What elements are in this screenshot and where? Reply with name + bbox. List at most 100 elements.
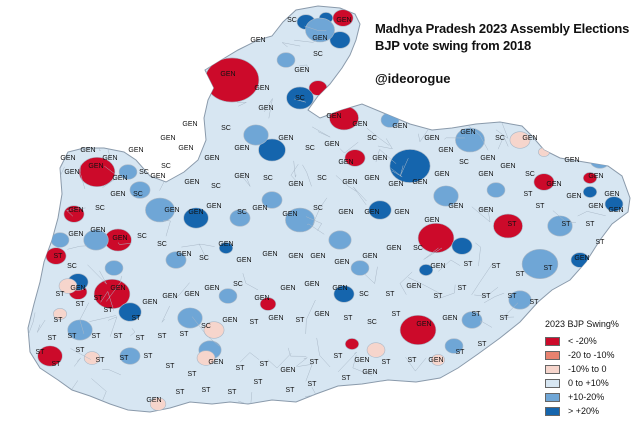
constituency-label: GEN: [478, 171, 493, 178]
constituency-border: [79, 164, 86, 190]
constituency-border: [198, 243, 207, 259]
constituency-label: ST: [254, 379, 264, 386]
constituency-label: GEN: [336, 17, 351, 24]
constituency-label: ST: [180, 331, 190, 338]
constituency-border: [600, 246, 608, 254]
constituency-label: GEN: [324, 141, 339, 148]
constituency-border: [335, 175, 357, 192]
constituency-label: GEN: [68, 207, 83, 214]
constituency-label: ST: [176, 389, 186, 396]
constituency-label: SC: [367, 319, 377, 326]
constituency-region: [183, 207, 209, 229]
constituency-border: [28, 151, 38, 167]
constituency-label: SC: [359, 291, 369, 298]
map-title: Madhya Pradesh 2023 Assembly Elections B…: [375, 20, 629, 54]
constituency-label: ST: [596, 239, 606, 246]
constituency-border: [237, 102, 247, 107]
constituency-region: [83, 351, 101, 365]
constituency-label: ST: [202, 387, 212, 394]
constituency-label: GEN: [222, 317, 237, 324]
constituency-border: [366, 127, 390, 146]
constituency-label: SC: [201, 323, 211, 330]
constituency-label: GEN: [184, 291, 199, 298]
constituency-border: [78, 18, 92, 33]
constituency-region: [399, 314, 437, 346]
constituency-label: GEN: [60, 155, 75, 162]
constituency-label: GEN: [362, 369, 377, 376]
constituency-border: [36, 319, 46, 333]
constituency-label: ST: [228, 389, 238, 396]
constituency-region: [368, 200, 392, 220]
constituency-label: ST: [120, 355, 130, 362]
constituency-label: GEN: [364, 209, 379, 216]
constituency-label: GEN: [392, 123, 407, 130]
constituency-label: GEN: [394, 209, 409, 216]
constituency-label: GEN: [70, 285, 85, 292]
constituency-label: ST: [458, 285, 468, 292]
constituency-border: [294, 98, 306, 103]
constituency-label: ST: [478, 341, 488, 348]
constituency-region: [129, 181, 151, 199]
constituency-label: SC: [313, 205, 323, 212]
constituency-region: [37, 345, 63, 367]
constituency-border: [478, 379, 483, 395]
constituency-label: SC: [161, 163, 171, 170]
constituency-label: GEN: [500, 163, 515, 170]
constituency-label: ST: [94, 295, 104, 302]
constituency-label: GEN: [310, 253, 325, 260]
constituency-label: GEN: [438, 147, 453, 154]
constituency-border: [104, 165, 119, 177]
constituency-label: ST: [96, 357, 106, 364]
constituency-label: ST: [114, 333, 124, 340]
constituency-border: [75, 137, 98, 148]
constituency-region: [63, 205, 85, 223]
constituency-label: ST: [158, 333, 168, 340]
constituency-label: GEN: [588, 203, 603, 210]
title-line-1: Madhya Pradesh 2023 Assembly Elections: [375, 21, 630, 36]
constituency-label: SC: [211, 183, 221, 190]
constituency-label: ST: [434, 293, 444, 300]
constituency-border: [352, 354, 373, 376]
constituency-border: [100, 290, 115, 311]
constituency-label: GEN: [206, 203, 221, 210]
constituency-border: [28, 82, 42, 104]
constituency-label: SC: [67, 263, 77, 270]
constituency-border: [311, 126, 331, 138]
constituency-label: SC: [525, 171, 535, 178]
constituency-label: GEN: [252, 205, 267, 212]
constituency-border: [44, 94, 73, 100]
constituency-region: [261, 191, 283, 209]
constituency-label: ST: [508, 293, 518, 300]
constituency-label: ST: [136, 335, 146, 342]
constituency-label: GEN: [280, 285, 295, 292]
constituency-region: [165, 251, 187, 269]
constituency-label: SC: [137, 233, 147, 240]
constituency-label: GEN: [262, 251, 277, 258]
constituency-label: GEN: [388, 181, 403, 188]
constituency-label: GEN: [588, 173, 603, 180]
constituency-border: [239, 352, 260, 363]
constituency-label: ST: [236, 365, 246, 372]
constituency-label: SC: [263, 175, 273, 182]
constituency-label: GEN: [110, 285, 125, 292]
constituency-border: [267, 352, 292, 369]
constituency-region: [50, 232, 70, 248]
constituency-region: [58, 278, 78, 294]
constituency-border: [66, 93, 82, 118]
constituency-region: [83, 229, 109, 251]
constituency-border: [391, 168, 403, 178]
constituency-region: [486, 182, 506, 198]
constituency-border: [353, 186, 367, 206]
constituency-label: ST: [562, 221, 572, 228]
constituency-border: [53, 29, 80, 38]
constituency-border: [438, 259, 461, 272]
constituency-label: GEN: [412, 179, 427, 186]
constituency-label: ST: [344, 315, 354, 322]
constituency-region: [276, 52, 296, 68]
constituency-region: [118, 164, 138, 180]
constituency-label: GEN: [102, 155, 117, 162]
constituency-label: GEN: [112, 175, 127, 182]
constituency-border: [242, 273, 259, 291]
constituency-label: GEN: [372, 155, 387, 162]
